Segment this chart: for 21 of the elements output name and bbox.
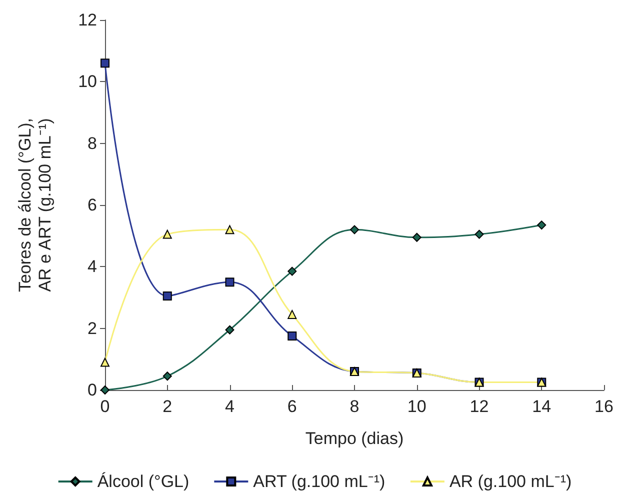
y-tick-label: 12 — [78, 10, 97, 30]
x-tick-label: 0 — [100, 397, 110, 416]
x-tick-label: 2 — [162, 397, 172, 416]
legend-label: ART (g.100 mL⁻¹) — [253, 472, 386, 491]
x-tick-label: 16 — [594, 397, 614, 416]
x-tick-label: 6 — [287, 397, 297, 416]
y-axis-title: Teores de álcool (°GL), AR e ART (g.100 mL⁻¹) — [16, 118, 54, 292]
x-tick-label: 10 — [407, 397, 426, 416]
x-tick-label: 12 — [470, 397, 489, 416]
x-tick-label: 4 — [225, 397, 234, 416]
legend-label: AR (g.100 mL⁻¹) — [449, 472, 572, 491]
y-tick-label: 8 — [88, 134, 97, 153]
legend-label: Álcool (°GL) — [97, 472, 190, 491]
y-tick-label: 10 — [78, 72, 97, 92]
y-tick-label: 0 — [88, 380, 97, 400]
x-tick-label: 14 — [532, 397, 552, 416]
y-tick-label: 4 — [88, 257, 97, 276]
y-tick-label: 2 — [88, 318, 97, 338]
y-tick-label: 6 — [88, 196, 97, 214]
x-tick-label: 8 — [350, 397, 360, 416]
x-axis-title: Tempo (dias) — [305, 429, 404, 448]
